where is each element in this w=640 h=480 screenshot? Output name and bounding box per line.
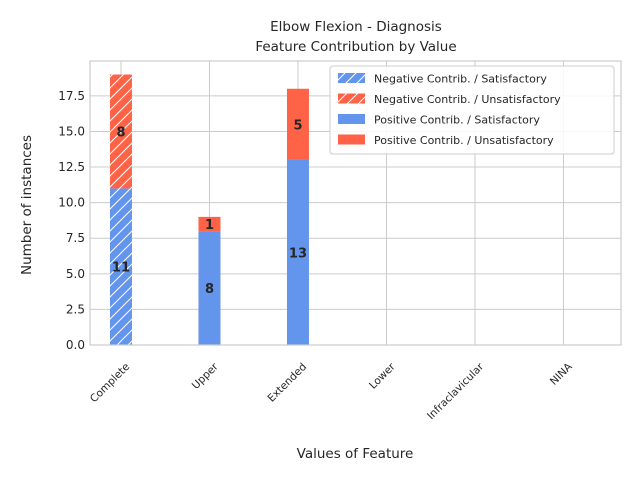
y-tick-label: 10.0: [58, 196, 85, 210]
legend-swatch: [338, 134, 365, 145]
bar-segment: [286, 159, 309, 345]
bar-hatch: [109, 188, 132, 345]
legend-label: Negative Contrib. / Unsatisfactory: [374, 93, 561, 106]
legend: Negative Contrib. / Satisfactory Negative…: [329, 65, 615, 155]
y-tick-label: 7.5: [66, 231, 85, 245]
legend-label: Negative Contrib. / Satisfactory: [374, 73, 547, 86]
y-tick-label: 2.5: [66, 302, 85, 316]
x-tick-label: Upper: [190, 360, 221, 391]
legend-label: Positive Contrib. / Unsatisfactory: [374, 134, 554, 147]
y-tick-label: 17.5: [58, 89, 85, 103]
y-tick-label: 0.0: [66, 338, 85, 352]
y-axis-label: Number of instances: [19, 135, 35, 275]
x-tick-label: Extended: [265, 361, 309, 405]
x-tick-label: Lower: [367, 360, 398, 391]
y-tick-label: 12.5: [58, 160, 85, 174]
x-tick-label: NINA: [548, 360, 575, 387]
legend-label: Positive Contrib. / Satisfactory: [374, 114, 540, 127]
legend-swatch-hatch: [338, 73, 365, 83]
y-tick-label: 15.0: [58, 124, 85, 138]
bar-segment: [198, 231, 221, 345]
x-tick-label: Infraclavicular: [425, 360, 487, 422]
legend-frame: [329, 65, 615, 155]
bar-hatch: [109, 74, 132, 189]
chart-subtitle: Feature Contribution by Value: [255, 39, 456, 55]
data-label: 11: [112, 261, 130, 276]
y-tick-label: 5.0: [66, 267, 85, 281]
data-label: 8: [116, 125, 125, 140]
data-label: 5: [293, 118, 302, 133]
x-tick-label: Complete: [88, 361, 132, 405]
bar-segment: [286, 88, 309, 160]
legend-swatch: [338, 114, 365, 124]
x-axis-label: Values of Feature: [297, 446, 414, 462]
legend-swatch-hatch: [338, 93, 365, 104]
data-label: 8: [205, 282, 214, 297]
chart-title: Elbow Flexion - Diagnosis: [270, 19, 442, 35]
data-label: 13: [289, 246, 307, 261]
data-label: 1: [205, 218, 214, 233]
plot-frame: [89, 60, 622, 346]
bar-segment: [198, 216, 221, 232]
